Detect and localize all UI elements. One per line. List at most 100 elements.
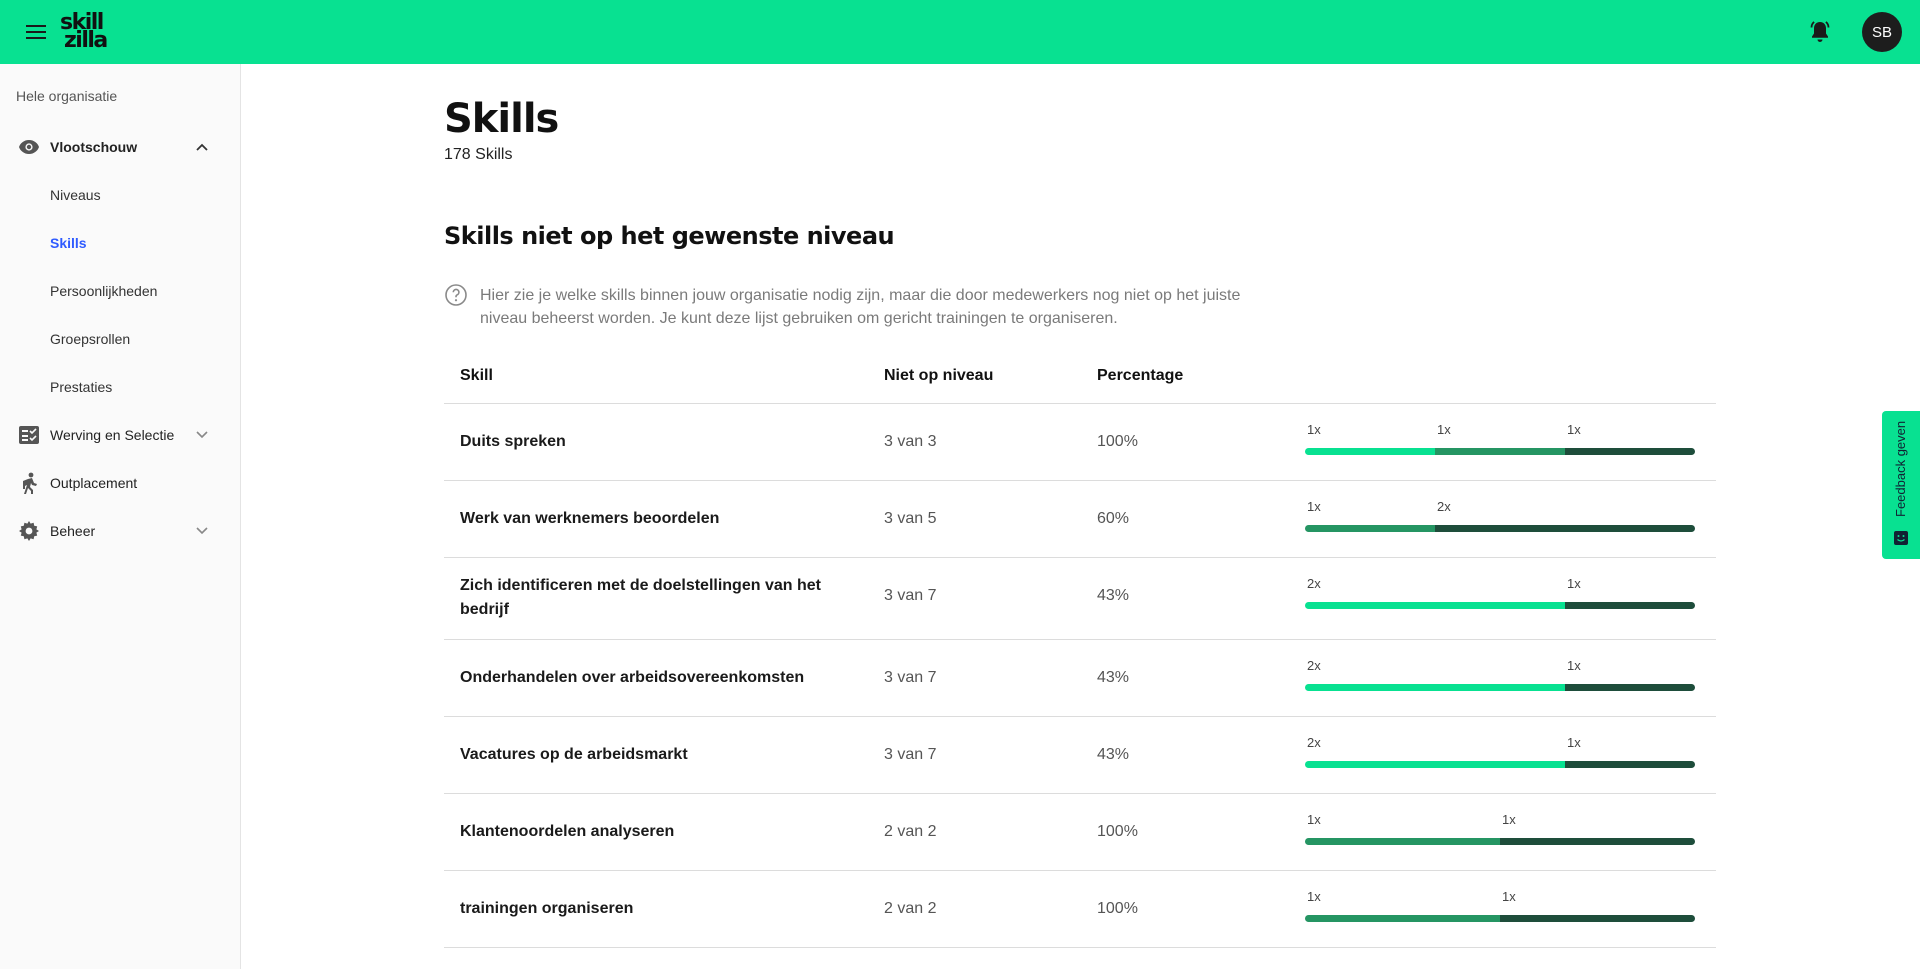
feedback-tab[interactable]: Feedback geven	[1882, 411, 1920, 559]
top-app-bar: skill zilla SB	[0, 0, 1920, 64]
skill-name: Onderhandelen over arbeidsovereenkomsten	[460, 669, 805, 686]
bar-segment[interactable]	[1564, 448, 1695, 455]
percentage-value: 60%	[1097, 510, 1130, 527]
segment-count-label: 1x	[1567, 735, 1581, 750]
logo-line-2: zilla	[64, 28, 108, 53]
table-row[interactable]: Werk van werknemers beoordelen 3 van 5 60%…	[444, 481, 1716, 558]
page-title: Skills	[444, 96, 559, 142]
niet-op-niveau-value: 3 van 3	[884, 433, 937, 450]
column-header-percentage[interactable]: Percentage	[1097, 367, 1184, 384]
percentage-value: 100%	[1097, 900, 1138, 917]
table-header: Skill Niet op niveau Percentage	[444, 352, 1716, 404]
section-title: Skills niet op het gewenste niveau	[444, 222, 895, 250]
sidebar-item-persoonlijkheden[interactable]: Persoonlijkheden	[50, 283, 158, 299]
percentage-value: 100%	[1097, 433, 1138, 450]
level-distribution-bar: 2x 1x	[1305, 658, 1695, 698]
segment-count-label: 1x	[1502, 812, 1516, 827]
chevron-down-icon	[194, 427, 210, 443]
level-distribution-bar: 2x 1x	[1305, 576, 1695, 616]
niet-op-niveau-value: 3 van 7	[884, 746, 937, 763]
niet-op-niveau-value: 3 van 7	[884, 669, 937, 686]
checklist-icon	[17, 423, 41, 447]
bar-segment[interactable]	[1564, 602, 1695, 609]
table-row[interactable]: trainingen organiseren 2 van 2 100% 1x 1x	[444, 871, 1716, 948]
niet-op-niveau-value: 2 van 2	[884, 823, 937, 840]
level-distribution-bar: 1x 2x	[1305, 499, 1695, 539]
level-distribution-bar: 2x 1x	[1305, 735, 1695, 775]
bar-segment[interactable]	[1500, 838, 1695, 845]
percentage-value: 43%	[1097, 669, 1130, 686]
level-distribution-bar: 1x 1x	[1305, 812, 1695, 852]
segment-count-label: 2x	[1307, 735, 1321, 750]
logo-line-1: skill	[60, 9, 104, 35]
percentage-value: 43%	[1097, 587, 1130, 604]
table-body: Duits spreken 3 van 3 100% 1x 1x 1x Werk van w…	[444, 404, 1716, 948]
notifications-bell-icon[interactable]	[1804, 16, 1836, 48]
segment-count-label: 1x	[1567, 576, 1581, 591]
sidebar-item-niveaus[interactable]: Niveaus	[50, 187, 101, 203]
sidebar-item-label: Werving en Selectie	[50, 427, 175, 443]
chevron-up-icon	[194, 139, 210, 155]
segment-count-label: 1x	[1567, 658, 1581, 673]
segment-count-label: 2x	[1437, 499, 1451, 514]
sidebar-item-outplacement[interactable]: Outplacement	[0, 463, 240, 503]
segment-count-label: 1x	[1307, 812, 1321, 827]
bar-segment[interactable]	[1305, 684, 1565, 691]
skill-name: Vacatures op de arbeidsmarkt	[460, 746, 688, 763]
feedback-smiley-icon	[1894, 531, 1908, 545]
table-row[interactable]: Klantenoordelen analyseren 2 van 2 100% 1x 1…	[444, 794, 1716, 871]
sidebar-item-skills[interactable]: Skills	[50, 235, 87, 251]
segment-count-label: 1x	[1307, 889, 1321, 904]
sidebar: Hele organisatie Vlootschouw Niveaus Ski…	[0, 64, 241, 969]
sidebar-item-beheer[interactable]: Beheer	[0, 511, 240, 551]
sidebar-item-label: Vlootschouw	[50, 139, 138, 155]
segment-count-label: 1x	[1307, 422, 1321, 437]
niet-op-niveau-value: 3 van 7	[884, 587, 937, 604]
org-selector[interactable]: Hele organisatie	[16, 88, 118, 104]
skillzilla-logo[interactable]: skill zilla	[60, 10, 122, 54]
niet-op-niveau-value: 2 van 2	[884, 900, 937, 917]
sidebar-item-prestaties[interactable]: Prestaties	[50, 379, 113, 395]
niet-op-niveau-value: 3 van 5	[884, 510, 937, 527]
skill-name: Werk van werknemers beoordelen	[460, 510, 720, 527]
sidebar-item-vlootschouw[interactable]: Vlootschouw	[0, 127, 240, 167]
bar-segment[interactable]	[1305, 448, 1435, 455]
segment-count-label: 2x	[1307, 658, 1321, 673]
sidebar-item-groepsrollen[interactable]: Groepsrollen	[50, 331, 131, 347]
skill-name: trainingen organiseren	[460, 900, 634, 917]
eye-icon	[17, 135, 41, 159]
segment-count-label: 1x	[1502, 889, 1516, 904]
person-walking-icon	[17, 471, 41, 495]
bar-segment[interactable]	[1305, 761, 1565, 768]
help-circle-icon	[444, 283, 468, 307]
bar-segment[interactable]	[1305, 915, 1500, 922]
table-row[interactable]: Onderhandelen over arbeidsovereenkomsten…	[444, 640, 1716, 717]
bar-segment[interactable]	[1564, 761, 1695, 768]
segment-count-label: 1x	[1307, 499, 1321, 514]
chevron-down-icon	[194, 523, 210, 539]
table-row[interactable]: Duits spreken 3 van 3 100% 1x 1x 1x	[444, 404, 1716, 481]
bar-segment[interactable]	[1305, 525, 1435, 532]
user-avatar[interactable]: SB	[1862, 12, 1902, 52]
bar-segment[interactable]	[1564, 684, 1695, 691]
table-row[interactable]: Vacatures op de arbeidsmarkt 3 van 7 43% 2x…	[444, 717, 1716, 794]
percentage-value: 43%	[1097, 746, 1130, 763]
column-header-skill[interactable]: Skill	[460, 367, 493, 384]
table-row[interactable]: Zich identificeren met de doelstellingen…	[444, 558, 1716, 640]
column-header-niet-op-niveau[interactable]: Niet op niveau	[884, 367, 994, 384]
skill-name: Zich identificeren met de doelstellingen…	[460, 577, 821, 618]
feedback-label: Feedback geven	[1893, 421, 1908, 518]
skill-name: Klantenoordelen analyseren	[460, 823, 675, 840]
sidebar-item-werving[interactable]: Werving en Selectie	[0, 415, 240, 455]
skills-table: Skill Niet op niveau Percentage Duits sp…	[444, 352, 1716, 948]
bar-segment[interactable]	[1500, 915, 1695, 922]
segment-count-label: 2x	[1307, 576, 1321, 591]
segment-count-label: 1x	[1567, 422, 1581, 437]
bar-segment[interactable]	[1434, 525, 1695, 532]
bar-segment[interactable]	[1305, 602, 1565, 609]
gear-icon	[17, 519, 41, 543]
bar-segment[interactable]	[1434, 448, 1565, 455]
bar-segment[interactable]	[1305, 838, 1500, 845]
menu-icon[interactable]	[18, 14, 54, 50]
segment-count-label: 1x	[1437, 422, 1451, 437]
